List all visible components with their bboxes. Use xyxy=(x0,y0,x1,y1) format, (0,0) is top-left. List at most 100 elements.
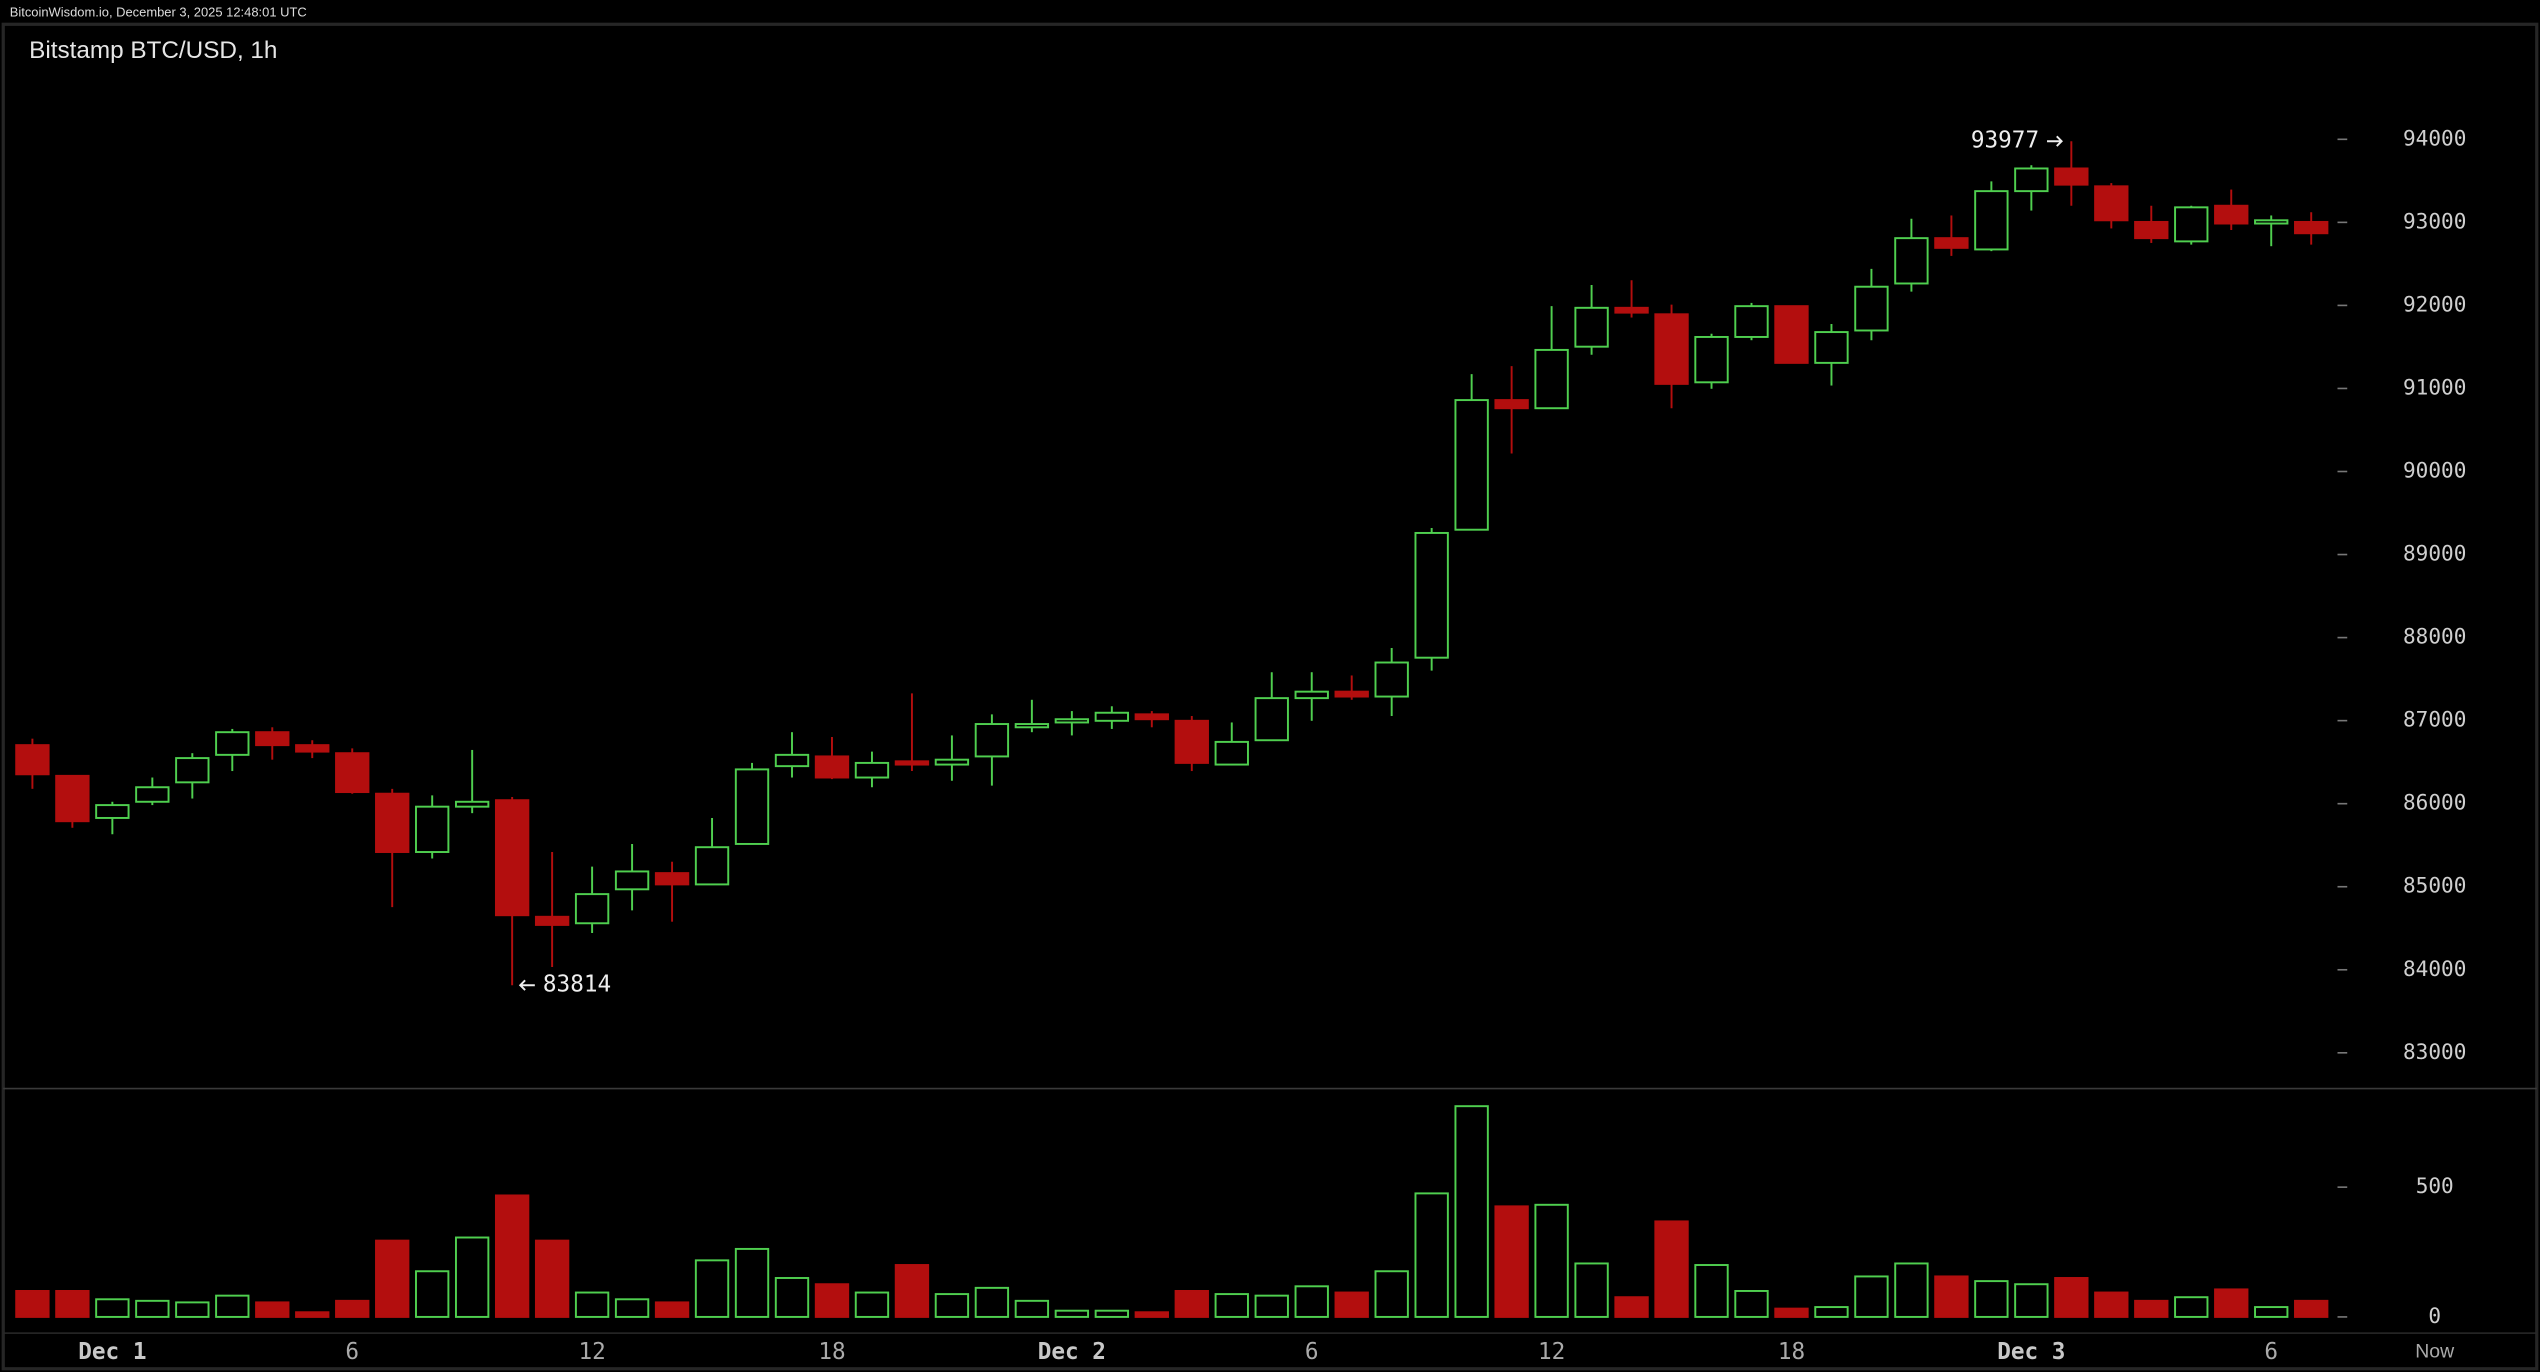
candle-body xyxy=(1574,306,1609,348)
candle-body xyxy=(415,805,450,853)
x-tick-label: 18 xyxy=(1778,1339,1805,1365)
candle-body xyxy=(335,752,370,794)
candle-body xyxy=(494,799,530,917)
volume-tick-label: 500 xyxy=(2416,1173,2454,1198)
volume-bar xyxy=(934,1293,970,1318)
volume-bar xyxy=(1934,1275,1969,1318)
candle-body xyxy=(1214,740,1249,766)
volume-bar xyxy=(1414,1192,1449,1318)
volume-bar xyxy=(1014,1299,1050,1318)
volume-bar xyxy=(55,1289,90,1318)
candle-body xyxy=(1054,718,1090,724)
candle-body xyxy=(454,800,490,808)
candle-body xyxy=(934,758,970,766)
candle-body xyxy=(1414,531,1449,659)
volume-bar xyxy=(375,1239,410,1318)
volume-bar xyxy=(1094,1309,1130,1318)
candle-body xyxy=(2214,204,2249,225)
volume-bar xyxy=(1774,1307,1809,1318)
candle-body xyxy=(1774,305,1809,364)
candle-body xyxy=(2094,185,2129,222)
volume-bar xyxy=(1214,1293,1249,1318)
y-tick-label: 87000 xyxy=(2403,707,2466,732)
volume-bar xyxy=(1254,1294,1289,1318)
volume-tick-label: 0 xyxy=(2428,1303,2441,1328)
x-tick-label: 12 xyxy=(1538,1339,1565,1365)
x-tick-label: Dec 3 xyxy=(1997,1339,2065,1365)
volume-bar xyxy=(1374,1270,1409,1318)
volume-bar xyxy=(2134,1299,2169,1318)
volume-bar xyxy=(614,1298,650,1318)
candle-body xyxy=(774,753,810,768)
candle-body xyxy=(1534,348,1569,410)
candle-body xyxy=(654,872,690,886)
candle-body xyxy=(1014,723,1050,729)
y-tick-label: 83000 xyxy=(2403,1039,2466,1064)
candle-body xyxy=(295,744,330,753)
x-tick-label: Dec 2 xyxy=(1038,1339,1106,1365)
y-tick-label: 90000 xyxy=(2403,457,2466,482)
candle-body xyxy=(1174,719,1209,764)
candle-body xyxy=(694,846,730,886)
volume-bar xyxy=(814,1283,850,1318)
candle-body xyxy=(1614,306,1649,314)
volume-bar xyxy=(415,1270,450,1318)
volume-bar xyxy=(454,1236,490,1318)
x-tick-label: Dec 1 xyxy=(78,1339,146,1365)
candle-body xyxy=(1094,711,1130,722)
candle-body xyxy=(1974,190,2009,251)
x-tick-label: 18 xyxy=(818,1339,845,1365)
y-tick-label: 92000 xyxy=(2403,291,2466,316)
candle-body xyxy=(375,792,410,853)
candle-body xyxy=(255,731,290,747)
volume-bar xyxy=(2294,1299,2329,1318)
volume-bar xyxy=(1494,1205,1529,1318)
volume-bar xyxy=(654,1301,690,1318)
volume-bar xyxy=(15,1289,50,1318)
x-tick-label: 12 xyxy=(578,1339,605,1365)
volume-bar xyxy=(1894,1262,1929,1318)
candle-body xyxy=(2174,206,2209,243)
volume-bar xyxy=(734,1247,770,1318)
candle-body xyxy=(15,744,50,776)
candle-body xyxy=(2014,167,2049,193)
volume-bar xyxy=(574,1291,610,1318)
candle-body xyxy=(1134,713,1169,721)
volume-bar xyxy=(974,1286,1010,1318)
volume-bar xyxy=(534,1239,570,1318)
min-arrow xyxy=(518,979,535,991)
candle-body xyxy=(1694,335,1729,384)
volume-bar xyxy=(494,1194,530,1318)
volume-bar xyxy=(255,1301,290,1318)
volume-bar xyxy=(894,1264,930,1318)
volume-bar xyxy=(2174,1296,2209,1318)
candle-body xyxy=(734,768,770,845)
volume-bar xyxy=(1854,1275,1889,1318)
volume-bar xyxy=(2014,1283,2049,1318)
candle-body xyxy=(2134,220,2169,240)
candle-body xyxy=(95,804,130,819)
volume-bar xyxy=(2214,1288,2249,1318)
candle-body xyxy=(135,786,170,803)
candle-body xyxy=(574,893,610,925)
volume-bar xyxy=(295,1311,330,1318)
candle-body xyxy=(1454,399,1489,531)
candle-body xyxy=(974,723,1010,758)
volume-bar xyxy=(2054,1277,2089,1318)
candle-body xyxy=(614,870,650,891)
volume-bar xyxy=(1654,1220,1689,1318)
y-tick-label: 85000 xyxy=(2403,873,2466,898)
max-arrow xyxy=(2047,135,2063,147)
volume-bar xyxy=(1574,1262,1609,1318)
y-tick-label: 88000 xyxy=(2403,624,2466,649)
chart-title: Bitstamp BTC/USD, 1h xyxy=(29,37,277,64)
candle-body xyxy=(854,761,890,779)
candle-body xyxy=(1374,661,1409,698)
candle-body xyxy=(1654,313,1689,385)
min-label: 83814 xyxy=(543,972,611,998)
volume-bar xyxy=(1614,1296,1649,1318)
candle-body xyxy=(1294,690,1329,700)
header: BitcoinWisdom.io, December 3, 2025 12:48… xyxy=(10,4,307,19)
volume-bar xyxy=(1974,1280,2009,1318)
